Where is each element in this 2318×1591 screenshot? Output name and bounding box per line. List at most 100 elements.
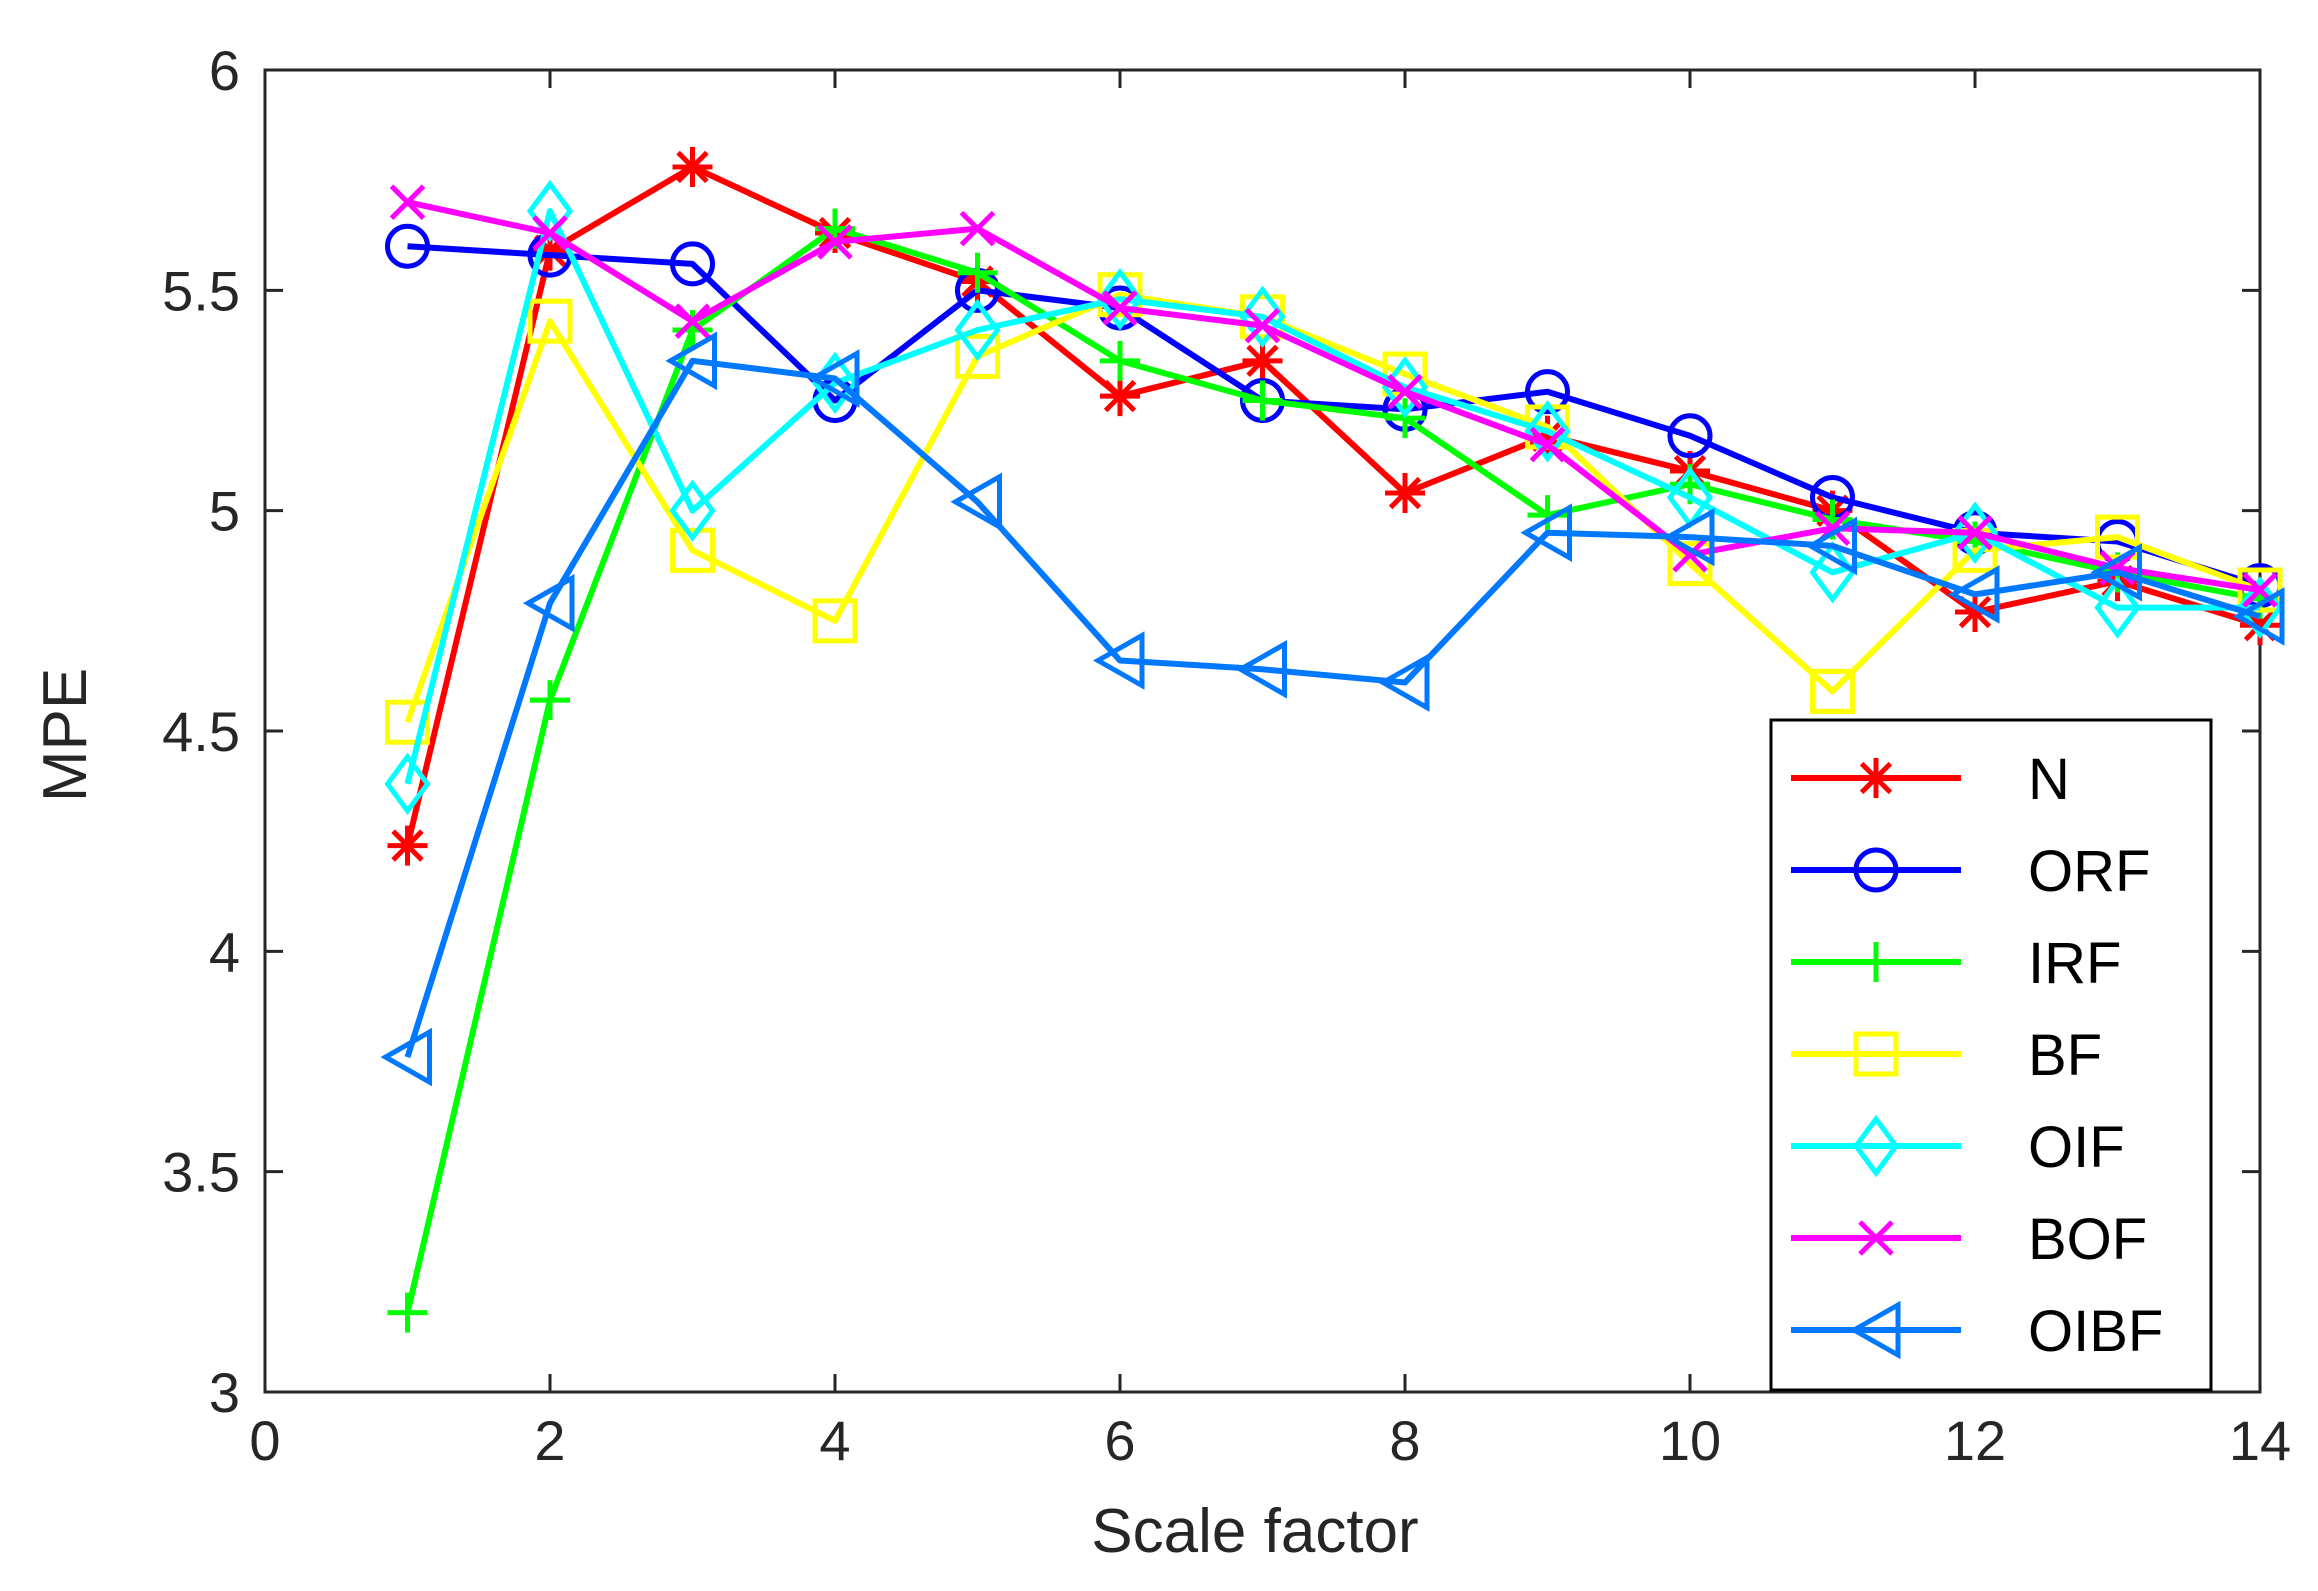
data-point-oibf [1520,503,1572,562]
data-point-irf [387,1292,428,1333]
legend-label-oibf: OIBF [2028,1299,2163,1364]
data-point-oibf [1235,640,1287,699]
legend-marker-oibf [1848,1300,1901,1360]
data-point-irf [1100,340,1140,381]
data-point-bf [670,527,715,573]
data-point-bf [955,333,1000,379]
legend-entry-orf: ORF [1791,839,2150,904]
legend-marker-irf [1856,942,1896,982]
series-oibf [380,331,2285,1087]
data-point-oif [954,298,1001,362]
legend-entry-irf: IRF [1791,931,2121,996]
data-point-n [530,230,570,271]
legend-marker-bf [1853,1031,1899,1077]
data-point-orf [385,223,430,269]
legend-label-bf: BF [2028,1023,2102,1088]
data-point-oibf [1805,516,1857,576]
data-point-bof [959,210,996,247]
legend-marker-bof [1858,1220,1894,1256]
legend-label-bof: BOF [2028,1207,2147,1272]
series-line-oif [404,208,2260,785]
x-tick-label: 12 [1944,1409,2006,1472]
data-point-bof [1102,290,1138,326]
y-tick-label: 5 [209,480,240,543]
legend-entry-oibf: OIBF [1791,1299,2163,1364]
y-tick-label: 4.5 [162,700,240,763]
legend: N ORF IRF BF OIF BOF OIBF [1769,718,2213,1392]
data-point-n [1242,340,1283,381]
x-axis-label: Scale factor [1091,1497,1418,1566]
legend-label-orf: ORF [2028,839,2150,904]
series-bof [389,184,2278,608]
data-point-oibf [380,1027,432,1087]
legend-marker-n [1856,758,1896,798]
data-point-bof [532,215,568,251]
legend-marker-orf [1853,847,1899,893]
legend-entry-bf: BF [1791,1023,2102,1088]
data-point-irf [957,252,998,293]
data-point-bof [1387,373,1423,410]
legend-entry-bof: BOF [1791,1207,2147,1272]
data-point-irf [530,680,570,721]
x-tick-label: 14 [2229,1409,2291,1472]
data-point-oibf [1377,653,1430,712]
data-point-oibf [807,349,860,408]
x-tick-label: 10 [1659,1409,1721,1472]
data-point-n [1385,473,1425,514]
plot-area [263,68,2285,1394]
series-line-orf [407,243,2261,589]
data-point-bof [1957,514,1993,551]
y-axis-label: MPE [31,668,100,802]
data-point-oibf [950,472,1002,532]
x-tick-label: 2 [534,1409,565,1472]
data-point-bof [389,184,426,220]
y-tick-label: 6 [209,39,240,102]
data-point-bof [817,224,853,260]
data-point-oibf [1662,507,1715,567]
data-point-irf [1242,380,1283,421]
legend-entry-oif: OIF [1791,1114,2125,1180]
data-point-oif [1096,267,1144,331]
data-point-n [1527,415,1568,456]
data-point-bof [674,303,711,339]
data-point-oif [384,752,431,816]
legend-marker-oif [1852,1114,1900,1178]
data-point-orf [1667,413,1713,459]
data-point-orf [1525,369,1570,415]
data-point-oibf [1092,631,1145,690]
data-point-n [2240,605,2280,646]
data-point-oibf [2090,543,2142,602]
data-point-oibf [522,573,575,633]
legend-label-irf: IRF [2028,931,2121,996]
data-point-bf [812,598,858,644]
data-point-bf [1810,668,1855,714]
data-point-oif [526,179,574,243]
data-point-bf [385,699,430,745]
legend-entry-n: N [1791,747,2070,812]
x-tick-label: 6 [1104,1409,1135,1472]
y-axis-ticks: 3 3.5 4 4.5 5 5.5 6 [162,39,2260,1424]
x-tick-label: 8 [1389,1409,1420,1472]
data-point-oibf [665,331,717,391]
data-point-oif [2094,576,2141,639]
data-point-oibf [2232,587,2285,646]
data-point-n [672,146,713,187]
y-tick-label: 3.5 [162,1141,240,1204]
data-point-oif [1239,285,1286,348]
data-point-bof [1244,307,1281,344]
x-tick-label: 0 [249,1409,280,1472]
data-point-orf [670,241,715,287]
series-line-bof [406,199,2261,593]
data-point-n [1100,376,1140,417]
x-tick-label: 4 [819,1409,850,1472]
data-point-oif [669,479,716,542]
data-point-oibf [1947,565,2000,624]
legend-label-oif: OIF [2028,1115,2125,1180]
data-point-irf [672,309,713,350]
legend-label-n: N [2028,747,2070,812]
data-point-oif [1524,400,1571,463]
x-axis-ticks: 0 2 4 6 8 10 12 14 [249,70,2291,1472]
data-point-bof [1529,426,1566,463]
data-point-n [387,825,428,866]
